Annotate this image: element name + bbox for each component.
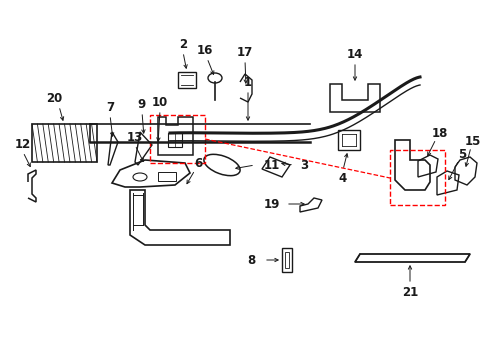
Text: 9: 9 [138,98,146,111]
Text: 4: 4 [338,171,346,185]
Bar [178,72,196,88]
Text: 7: 7 [106,100,114,113]
Bar [32,124,97,162]
Text: 6: 6 [193,157,202,170]
Text: 21: 21 [401,285,417,298]
Bar [150,115,204,163]
Bar [389,150,444,205]
Bar [285,252,288,268]
Text: 15: 15 [464,135,480,148]
Text: 16: 16 [196,44,213,57]
Text: 3: 3 [299,158,307,171]
Text: 2: 2 [179,37,187,50]
Text: 11: 11 [264,158,280,171]
Text: 12: 12 [15,138,31,150]
Text: 1: 1 [244,76,251,89]
Bar [337,130,359,150]
Bar [168,133,182,147]
Text: 20: 20 [46,91,62,104]
Text: 17: 17 [236,45,253,59]
Text: 10: 10 [152,95,168,108]
Text: 18: 18 [431,126,447,140]
Bar [282,248,291,272]
Bar [158,172,176,181]
Text: 14: 14 [346,48,363,60]
Text: 5: 5 [457,148,465,161]
Text: 19: 19 [263,198,280,211]
Text: 8: 8 [247,253,256,266]
Text: 13: 13 [126,131,143,144]
